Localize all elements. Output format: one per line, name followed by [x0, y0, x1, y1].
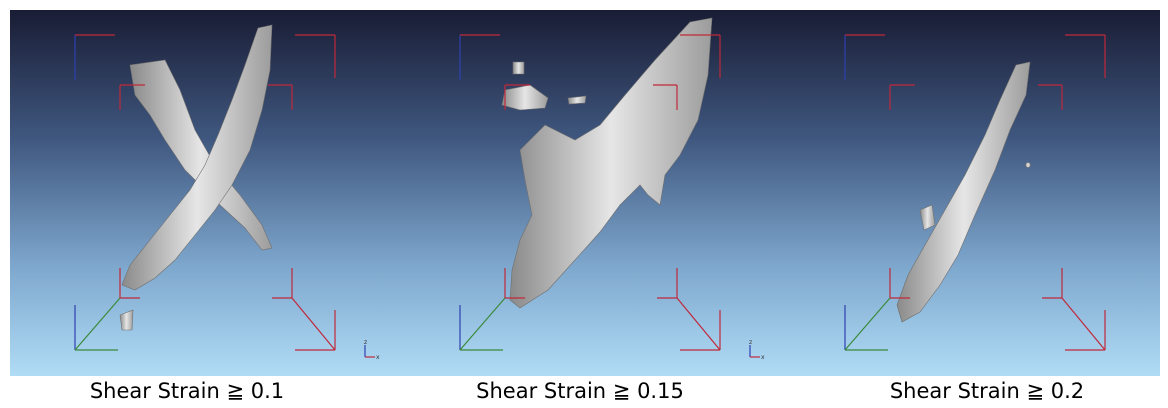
axis-triad-label: x — [761, 354, 765, 361]
panel-caption: Shear Strain ≧ 0.2 — [890, 379, 1084, 403]
panel-caption: Shear Strain ≧ 0.15 — [476, 379, 684, 403]
axis-triad-label: z — [364, 339, 367, 346]
strain-isosurface — [513, 62, 524, 74]
figure: z x z x Shear Strain ≧ 0.1 Shear Strain ≧ 0… — [0, 0, 1168, 408]
axis-triad-label: z — [749, 339, 752, 346]
strain-isosurface — [1026, 163, 1031, 168]
axis-triad-label: x — [376, 354, 380, 361]
panel-caption: Shear Strain ≧ 0.1 — [90, 379, 284, 403]
